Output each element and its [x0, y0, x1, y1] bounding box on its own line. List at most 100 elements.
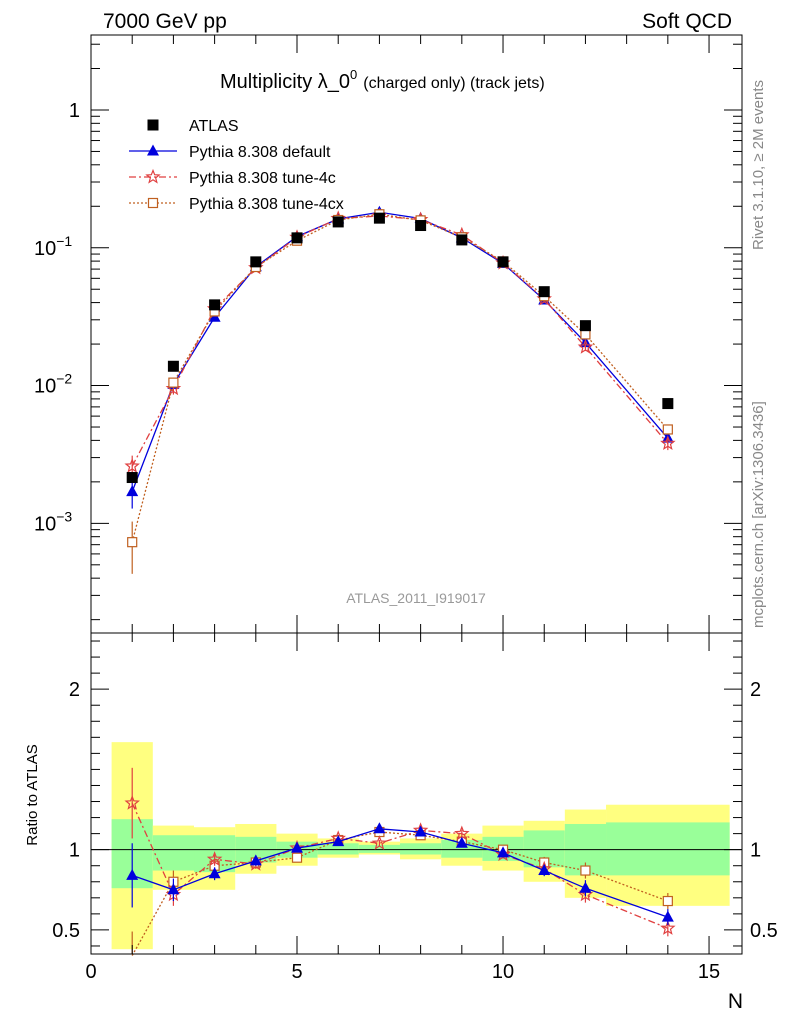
- data-point: [124, 458, 140, 473]
- data-point: [456, 234, 468, 246]
- ratio-point: [371, 835, 388, 850]
- data-point: [660, 435, 676, 451]
- legend-entry: Pythia 8.308 tune-4cx: [129, 196, 344, 213]
- ratio-point: [454, 825, 470, 841]
- series-tune4cx: [127, 209, 673, 574]
- band-green: [358, 844, 401, 853]
- series-line: [131, 213, 669, 543]
- legend-marker: [147, 119, 159, 131]
- series-data: [126, 212, 674, 484]
- x-axis-label: N: [728, 990, 743, 1013]
- legend-label: Pythia 8.308 default: [189, 144, 331, 161]
- data-point: [415, 220, 427, 232]
- x-tick-label: 10: [492, 961, 514, 983]
- ratio-point: [579, 881, 592, 893]
- y-tick-label: 10−1: [34, 233, 72, 260]
- ratio-point: [414, 825, 427, 837]
- legend-label: Pythia 8.308 tune-4cx: [189, 196, 344, 213]
- chart-title-sup: 0: [350, 67, 357, 82]
- data-point: [209, 299, 221, 311]
- ratio-point: [249, 854, 262, 866]
- ratio-frame: [90, 632, 743, 955]
- legend-label: ATLAS: [189, 118, 239, 135]
- ratio-bands: [111, 742, 730, 950]
- ratio-point: [661, 910, 674, 922]
- series-tune4c: [124, 207, 676, 479]
- chart-title-suffix: (charged only) (track jets): [363, 75, 544, 92]
- data-point: [127, 537, 138, 548]
- data-point: [580, 329, 591, 340]
- y-tick-label: 10−2: [34, 371, 72, 398]
- data-point: [291, 232, 303, 244]
- data-point: [577, 338, 594, 354]
- mcplots-label: mcplots.cern.ch [arXiv:1306.3436]: [750, 401, 767, 628]
- data-point: [662, 398, 674, 410]
- y-tick-label: 1: [69, 100, 80, 122]
- x-tick-label: 15: [698, 961, 720, 983]
- ratio-point: [373, 822, 386, 834]
- data-point: [167, 360, 179, 372]
- ratio-point: [208, 867, 221, 879]
- legend: ATLAS Pythia 8.308 default Pythia 8.308 tu…: [129, 118, 344, 213]
- header-left: 7000 GeV pp: [103, 10, 227, 33]
- ratio-point: [455, 836, 468, 848]
- main-series: [124, 205, 676, 574]
- data-point: [662, 424, 673, 435]
- ratio-point: [124, 794, 140, 810]
- band-green: [152, 835, 195, 871]
- data-point: [126, 485, 139, 497]
- header-right: Soft QCD: [642, 10, 732, 33]
- ratio-point: [167, 883, 180, 895]
- main-ticks: [90, 35, 742, 633]
- band-green: [317, 843, 359, 855]
- data-point: [373, 212, 385, 224]
- data-point: [332, 216, 344, 228]
- ratio-ticks: [90, 633, 742, 954]
- y-tick-label: 10−3: [34, 508, 72, 535]
- legend-entry: ATLAS: [147, 118, 239, 135]
- chart-title-main: Multiplicity λ_0: [220, 71, 350, 93]
- ratio-series: [124, 767, 676, 956]
- data-point: [497, 256, 509, 268]
- ratio-point: [497, 846, 510, 858]
- ratio-y-tick-label: 0.5: [52, 920, 80, 942]
- legend-marker: [147, 197, 159, 209]
- ratio-point: [291, 852, 303, 863]
- ratio-point: [206, 851, 223, 866]
- ratio-y-tick-label-right: 1: [750, 840, 761, 862]
- ratio-point: [538, 864, 551, 876]
- data-point: [126, 472, 138, 484]
- band-green: [400, 843, 442, 855]
- ratio-point: [662, 895, 673, 907]
- band-green: [441, 840, 483, 858]
- legend-marker: [145, 168, 161, 184]
- band-green: [606, 822, 730, 876]
- main-panel: 10−3 10−2 10−1 1 Multiplicity λ_00 (charged …: [34, 34, 743, 634]
- main-ytick-labels: 10−3 10−2 10−1 1: [34, 100, 80, 535]
- ratio-y-tick-label-right: 0.5: [750, 920, 778, 942]
- ratio-point: [332, 835, 345, 847]
- data-point: [538, 286, 550, 298]
- series-default: [126, 205, 674, 509]
- data-point: [168, 377, 179, 388]
- rivet-label: Rivet 3.1.10, ≥ 2M events: [750, 80, 767, 250]
- ratio-ylabel: Ratio to ATLAS: [24, 744, 41, 845]
- ratio-y-tick-label-right: 2: [750, 679, 761, 701]
- ratio-series-default: [126, 822, 674, 926]
- data-point: [579, 320, 591, 332]
- legend-label: Pythia 8.308 tune-4c: [189, 170, 336, 187]
- x-tick-label: 5: [291, 961, 302, 983]
- data-point: [250, 256, 262, 268]
- ratio-panel: 0.5 0.5 1 1 2 2 0 5 10 15 Ratio to ATLAS N: [24, 632, 778, 1013]
- ratio-y-tick-label: 2: [69, 679, 80, 701]
- ratio-point: [580, 865, 591, 876]
- ratio-point: [291, 841, 304, 853]
- ratio-point: [126, 868, 139, 880]
- legend-entry: Pythia 8.308 tune-4c: [129, 168, 336, 187]
- legend-entry: Pythia 8.308 default: [129, 144, 331, 161]
- ratio-point: [660, 920, 676, 935]
- chart-title: Multiplicity λ_00 (charged only) (track j…: [220, 67, 545, 93]
- x-tick-label: 0: [85, 961, 96, 983]
